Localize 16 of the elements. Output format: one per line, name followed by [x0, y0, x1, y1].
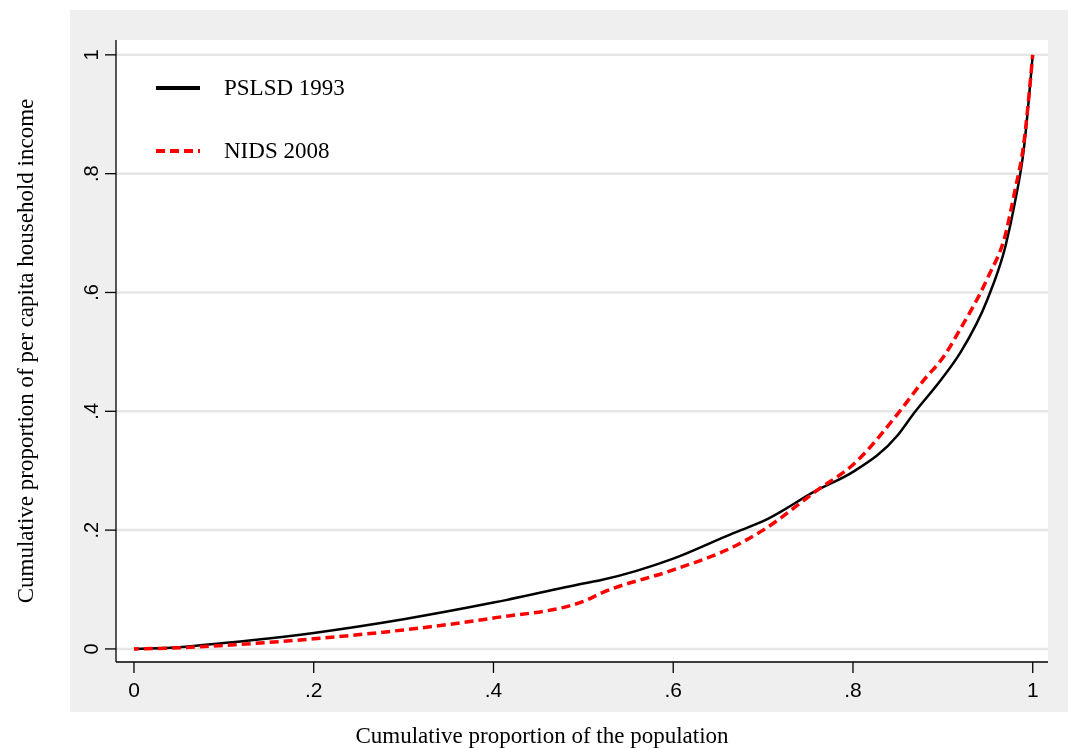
x-tick-label: 1: [1026, 678, 1039, 701]
y-axis-title: Cumulative proportion of per capita household income: [13, 98, 38, 604]
y-tick-label: 1: [80, 49, 102, 61]
y-tick-label: .8: [80, 165, 102, 183]
x-tick-label: .2: [304, 678, 323, 701]
x-axis-title: Cumulative proportion of the population: [355, 723, 730, 748]
y-tick-label: .6: [80, 284, 102, 301]
x-tick-label: .6: [664, 678, 682, 701]
y-tick-label: 0: [80, 643, 102, 655]
legend-label: NIDS 2008: [224, 138, 330, 163]
x-tick-label: 0: [128, 678, 140, 701]
y-tick-label: .2: [80, 521, 102, 539]
legend-label: PSLSD 1993: [224, 75, 345, 100]
y-tick-label: .4: [80, 402, 102, 420]
x-tick-label: .8: [844, 678, 862, 701]
x-tick-label: .4: [484, 678, 503, 701]
